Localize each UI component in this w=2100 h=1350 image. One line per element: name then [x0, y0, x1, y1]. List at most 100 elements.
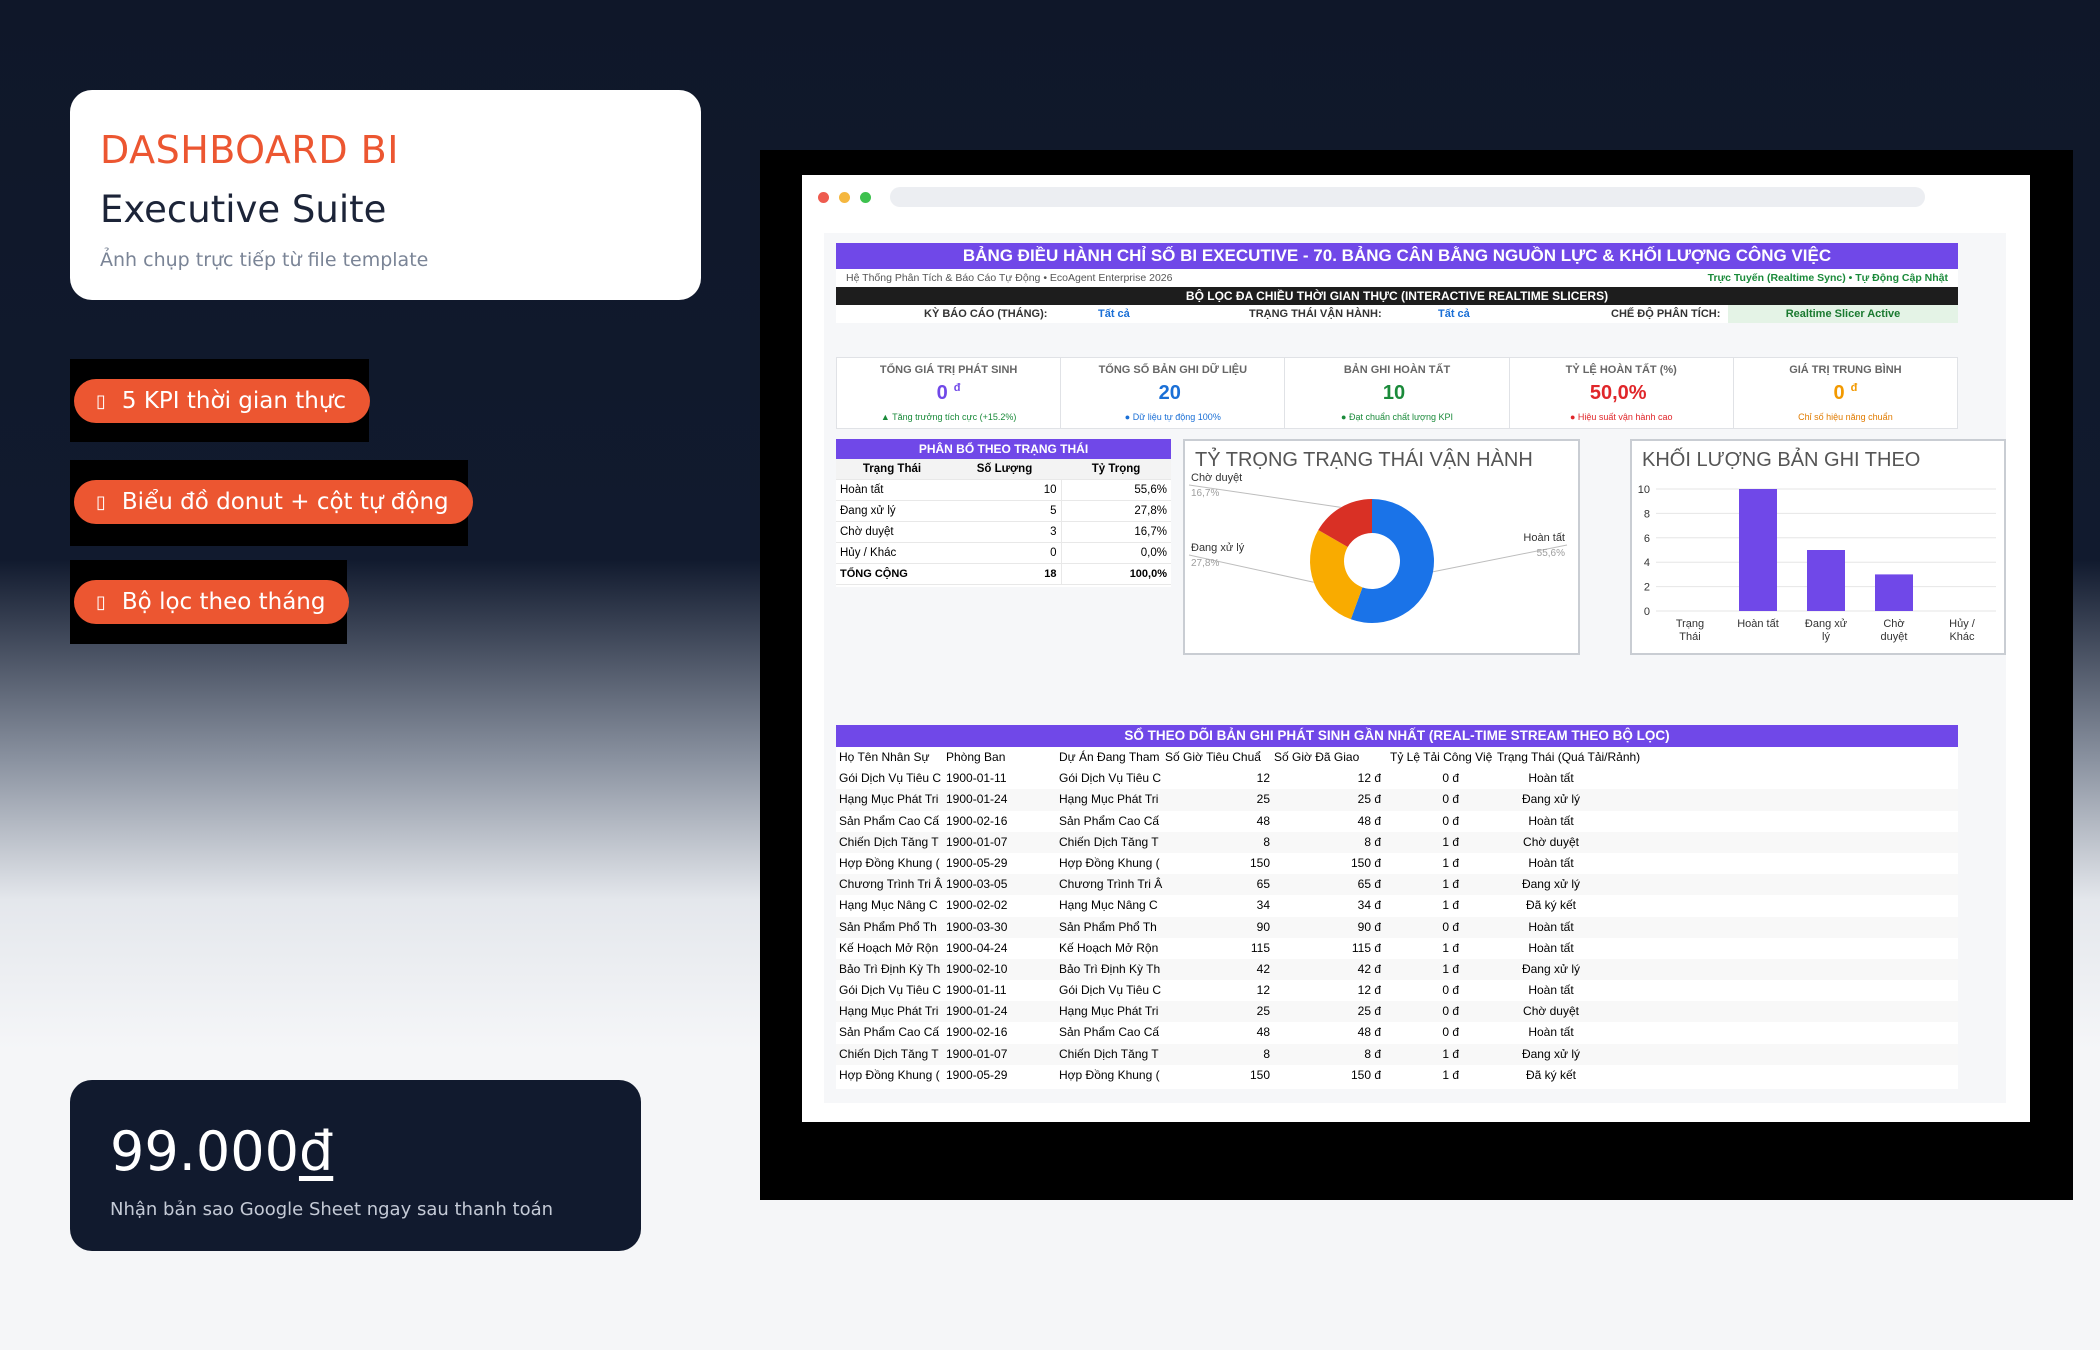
table-cell: Hoàn tất [1528, 983, 1574, 998]
column-header: Tỷ Trọng [1061, 459, 1171, 480]
table-cell: Hợp Đồng Khung ( [839, 855, 940, 870]
address-bar[interactable] [890, 187, 1925, 207]
table-cell: Chờ duyệt [1523, 1004, 1579, 1019]
maximize-dot-icon[interactable] [860, 192, 871, 203]
feature-label: Bộ lọc theo tháng [121, 589, 326, 615]
table-cell: 1900-03-05 [946, 877, 1008, 892]
hero-subtitle: Executive Suite [100, 188, 387, 231]
table-cell: 150 [1249, 855, 1270, 870]
table-cell: 55,6% [1061, 479, 1171, 501]
donut-slice[interactable] [1318, 499, 1372, 548]
table-cell: Hợp Đồng Khung ( [1059, 855, 1160, 870]
feature-label: 5 KPI thời gian thực [121, 388, 347, 414]
donut-value-label: 16,7% [1191, 488, 1219, 499]
table-cell: 0 đ [1442, 983, 1459, 998]
kpi-value: 20 [1158, 382, 1181, 404]
table-row: Hủy / Khác 0 0,0% [836, 542, 1171, 564]
x-tick-label: Khác [1949, 631, 1975, 643]
donut-value-label: 27,8% [1191, 558, 1219, 569]
donut-chart-title: TỶ TRỌNG TRẠNG THÁI VẬN HÀNH [1195, 449, 1533, 471]
donut-slice[interactable] [1310, 530, 1363, 620]
table-row: Kế Hoạch Mở Rộn 1900-04-24 Kế Hoạch Mở Rộn… [836, 938, 1958, 959]
table-cell: Đang xử lý [1521, 877, 1581, 892]
kpi-label: GIÁ TRỊ TRUNG BÌNH [1789, 364, 1902, 376]
table-cell: 42 [1256, 961, 1270, 976]
title-card: DASHBOARD BI Executive Suite Ảnh chụp tr… [70, 90, 701, 300]
table-cell: 18 [948, 563, 1062, 585]
table-row: Chương Trình Tri Â 1900-03-05 Chương Trình… [836, 874, 1958, 896]
bar[interactable] [1739, 489, 1777, 611]
table-cell: 65 đ [1357, 877, 1381, 892]
sheet-title: BẢNG ĐIỀU HÀNH CHỈ SỐ BI EXECUTIVE - 70.… [836, 243, 1958, 269]
table-row: Gói Dịch Vụ Tiêu C 1900-01-11 Gói Dịch Vụ … [836, 980, 1958, 1001]
table-cell: 1 đ [1442, 834, 1459, 849]
table-cell: Gói Dịch Vụ Tiêu C [1059, 771, 1162, 786]
donut-slice[interactable] [1350, 499, 1434, 623]
table-cell: 1900-01-24 [946, 792, 1008, 807]
table-cell: 1900-01-11 [946, 983, 1007, 998]
table-cell: 0 đ [1442, 1004, 1459, 1019]
feature-pill-charts[interactable]: ▯ Biểu đồ donut + cột tự động [74, 480, 473, 524]
table-cell: 0 đ [1442, 771, 1459, 786]
table-cell: Hạng Mục Phát Tri [839, 792, 939, 807]
table-cell: Hoàn tất [1528, 940, 1574, 955]
table-cell: 90 đ [1357, 919, 1381, 934]
table-cell: Gói Dịch Vụ Tiêu C [839, 771, 942, 786]
table-cell: 0 đ [1442, 1025, 1459, 1040]
table-cell: Sản Phẩm Cao Cấ [839, 813, 940, 828]
table-cell: Kế Hoạch Mở Rộn [1059, 940, 1159, 955]
y-tick-label: 10 [1638, 484, 1650, 496]
feature-pill-kpi[interactable]: ▯ 5 KPI thời gian thực [74, 379, 371, 423]
mode-value[interactable]: Realtime Slicer Active [1728, 305, 1958, 323]
table-row: Bảo Trì Định Kỳ Th 1900-02-10 Bảo Trì Định… [836, 958, 1958, 981]
table-row: TỔNG CỘNG 18 100,0% [836, 563, 1171, 585]
kpi-label: TỔNG GIÁ TRỊ PHÁT SINH [879, 364, 1018, 376]
close-dot-icon[interactable] [818, 192, 829, 203]
table-row: Gói Dịch Vụ Tiêu C 1900-01-11 Gói Dịch Vụ … [836, 768, 1958, 789]
column-header: Phòng Ban [946, 750, 1006, 764]
table-cell: Chờ duyệt [836, 521, 948, 543]
distribution-header: PHÂN BỔ THEO TRẠNG THÁI [836, 439, 1171, 459]
table-row: Hợp Đồng Khung (1900-05-29 Hợp Đồng Khung… [836, 1065, 1958, 1086]
table-row: Sản Phẩm Cao Cấ 1900-02-16 Sản Phẩm Cao Cấ… [836, 1022, 1958, 1043]
table-cell: 1 đ [1442, 898, 1459, 913]
kpi-note: ● Đạt chuẩn chất lượng KPI [1341, 412, 1453, 422]
status-select[interactable]: Tất cả [1438, 308, 1470, 320]
table-cell: Hoàn tất [1528, 919, 1574, 934]
table-cell: Sản Phẩm Phổ Th [1059, 919, 1157, 934]
table-cell: Bảo Trì Định Kỳ Th [839, 961, 941, 976]
donut-label: Đang xử lý [1191, 542, 1245, 554]
column-header: Số Lượng [948, 459, 1061, 480]
bar[interactable] [1807, 550, 1845, 611]
table-cell: 150 [1249, 1067, 1270, 1082]
table-cell: 115 [1250, 940, 1270, 955]
table-cell: 1900-01-11 [946, 771, 1007, 786]
table-cell: 10 [948, 479, 1062, 501]
bar[interactable] [1875, 574, 1913, 611]
table-cell: 1900-02-16 [946, 1025, 1008, 1040]
table-row: Hạng Mục Nâng C 1900-02-02 Hạng Mục Nâng C… [836, 895, 1958, 916]
donut-value-label: 55,6% [1537, 548, 1565, 559]
column-header: Họ Tên Nhân Sự [839, 750, 930, 764]
kpi-value: 50,0% [1589, 382, 1647, 404]
period-select[interactable]: Tất cả [1098, 308, 1130, 320]
feature-box: ▯ Bộ lọc theo tháng [70, 560, 350, 644]
check-icon: ▯ [96, 390, 106, 412]
table-row: Chờ duyệt 3 16,7% [836, 521, 1171, 543]
table-cell: 16,7% [1061, 521, 1171, 543]
minimize-dot-icon[interactable] [839, 192, 850, 203]
distribution-table: PHÂN BỔ THEO TRẠNG THÁI Trạng Thái Số Lư… [836, 439, 1171, 587]
sheet-subline: Hệ Thống Phân Tích & Báo Cáo Tự Động • E… [836, 269, 1958, 287]
log-header: SỔ THEO DÕI BẢN GHI PHÁT SINH GẦN NHẤT (… [836, 725, 1958, 747]
table-row: Hoàn tất 10 55,6% [836, 479, 1171, 501]
feature-pill-filter[interactable]: ▯ Bộ lọc theo tháng [74, 580, 350, 624]
y-tick-label: 0 [1644, 606, 1650, 618]
kpi-row: TỔNG GIÁ TRỊ PHÁT SINH 0 đ ▲ Tăng trưởng tí… [836, 357, 1958, 429]
table-cell: Hợp Đồng Khung ( [839, 1067, 940, 1082]
table-cell: 25 đ [1357, 1004, 1381, 1019]
donut-label: Chờ duyệt [1191, 472, 1242, 484]
table-row: Hạng Mục Phát Tri 1900-01-24 Hạng Mục Phát… [836, 789, 1958, 811]
table-cell: 8 [1263, 1046, 1270, 1061]
